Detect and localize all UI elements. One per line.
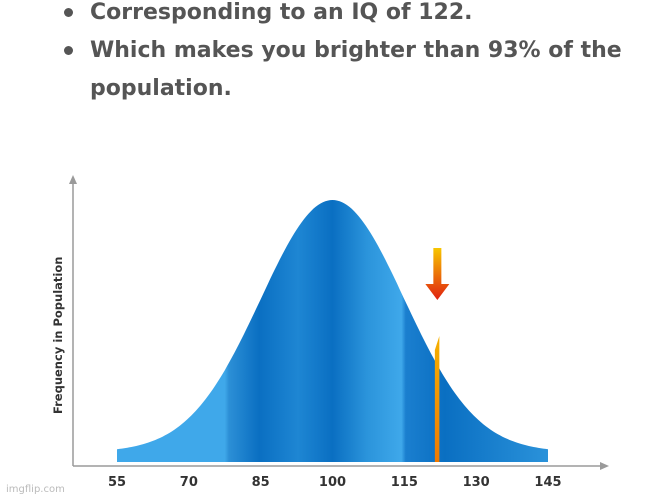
iq-marker-line xyxy=(434,336,440,462)
x-tick-label-100: 100 xyxy=(319,475,346,490)
x-axis-arrow-icon xyxy=(600,462,609,470)
imgflip-watermark: imgflip.com xyxy=(6,484,65,495)
x-tick-label-85: 85 xyxy=(252,475,270,490)
x-tick-label-145: 145 xyxy=(534,475,561,490)
bullet-list: Corresponding to an IQ of 122. Which mak… xyxy=(62,0,662,108)
x-tick-label-55: 55 xyxy=(108,475,126,490)
bullet-item-iq: Corresponding to an IQ of 122. xyxy=(62,0,662,32)
bullet-dot-icon xyxy=(64,46,73,55)
y-axis-arrow-icon xyxy=(69,175,77,184)
x-tick-label-70: 70 xyxy=(180,475,198,490)
bell-curve-area xyxy=(117,200,548,462)
bullet-text-percentile: Which makes you brighter than 93% of the… xyxy=(90,38,622,101)
down-arrow-icon xyxy=(425,248,450,300)
y-axis-label: Frequency in Population xyxy=(51,256,65,414)
x-tick-label-130: 130 xyxy=(463,475,490,490)
bullet-text-iq: Corresponding to an IQ of 122. xyxy=(90,0,473,25)
x-tick-labels: 55 70 85 100 115 130 145 xyxy=(108,475,562,490)
x-tick-label-115: 115 xyxy=(391,475,418,490)
bullet-dot-icon xyxy=(64,8,73,17)
iq-marker xyxy=(425,248,450,462)
bullet-item-percentile: Which makes you brighter than 93% of the… xyxy=(62,32,662,108)
